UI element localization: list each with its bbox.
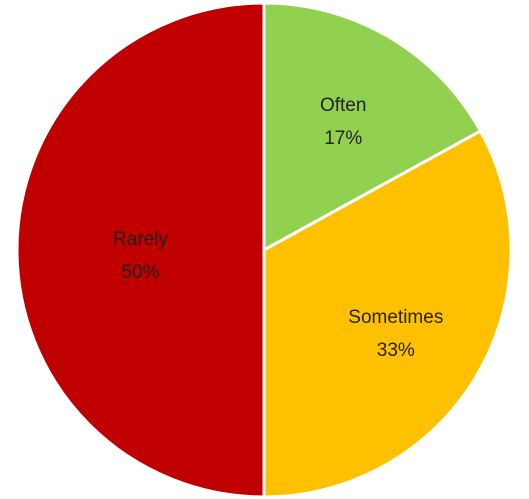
slice-category-rarely: Rarely: [113, 229, 168, 250]
slice-category-sometimes: Sometimes: [348, 307, 443, 328]
slice-label-rarely: Rarely 50%: [113, 229, 168, 283]
slice-percent-rarely: 50%: [121, 262, 159, 283]
slice-category-often: Often: [320, 95, 366, 116]
slice-percent-sometimes: 33%: [377, 340, 415, 361]
pie-slice-often: [262, 1, 482, 252]
slice-label-often: Often 17%: [320, 95, 366, 149]
slices-layer: [15, 1, 513, 499]
labels-layer: Often 17% Sometimes 33% Rarely 50%: [113, 95, 443, 361]
pie-slice-sometimes: [262, 129, 513, 499]
slice-label-sometimes: Sometimes 33%: [348, 307, 443, 361]
pie-slice-rarely: [15, 1, 266, 499]
slice-percent-often: 17%: [324, 128, 362, 149]
